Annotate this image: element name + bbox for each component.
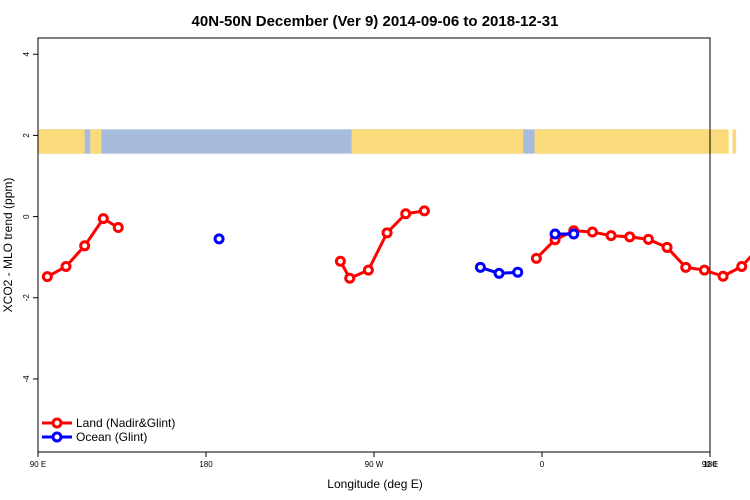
series-ocean — [213, 228, 580, 279]
series-land-point — [344, 272, 356, 284]
series-land-point — [418, 205, 430, 217]
map-land-strip — [351, 129, 524, 154]
legend: Land (Nadir&Glint) Ocean (Glint) — [42, 416, 175, 444]
series-land-point — [605, 230, 617, 242]
x-tick-label: 90 E — [30, 460, 46, 469]
map-land — [38, 129, 737, 154]
series-land-point — [334, 255, 346, 267]
series-ocean-point — [213, 233, 225, 245]
legend-entry-land: Land (Nadir&Glint) — [42, 416, 175, 430]
plot-frame — [37, 37, 711, 453]
series-land-point — [97, 213, 109, 225]
legend-ocean-label: Ocean (Glint) — [76, 430, 147, 444]
series-land-line — [535, 229, 750, 278]
legend-entry-ocean: Ocean (Glint) — [42, 430, 147, 444]
x-axis-label: Longitude (deg E) — [327, 477, 422, 491]
series-ocean-point — [474, 261, 486, 273]
x-tick-label: 90 E — [702, 460, 718, 469]
series-land-point — [112, 222, 124, 234]
y-tick-label: 2 — [22, 133, 31, 138]
series-layer — [41, 205, 750, 284]
series-ocean-point — [549, 228, 561, 240]
series-land-point — [362, 264, 374, 276]
map-land-strip — [534, 129, 729, 154]
series-land-point — [642, 233, 654, 245]
series-land-point — [736, 261, 748, 273]
y-tick-label: 0 — [22, 214, 31, 219]
legend-land-marker — [51, 417, 63, 429]
map-land-strip — [732, 129, 737, 154]
legend-ocean-marker — [51, 431, 63, 443]
series-land-point — [400, 208, 412, 220]
series-ocean-point — [493, 267, 505, 279]
y-axis-label: XCO2 - MLO trend (ppm) — [1, 178, 15, 313]
series-land-point — [530, 252, 542, 264]
series-land-point — [381, 227, 393, 239]
series-land-point — [60, 261, 72, 273]
series-land-line — [339, 209, 425, 280]
series-land-point — [680, 261, 692, 273]
x-tick-label: 180 — [199, 460, 213, 469]
series-ocean-point — [512, 266, 524, 278]
series-land-point — [661, 241, 673, 253]
series-ocean-point — [568, 228, 580, 240]
series-land-point — [79, 240, 91, 252]
x-tick-label: 0 — [540, 460, 545, 469]
series-land-point — [586, 226, 598, 238]
series-land-point — [698, 264, 710, 276]
series-land — [41, 205, 750, 284]
y-tick-label: -4 — [22, 375, 31, 383]
series-land-point — [717, 270, 729, 282]
y-axis: 4 2 0 -2 -4 — [22, 51, 38, 383]
x-tick-label: 90 W — [365, 460, 384, 469]
series-land-point — [41, 271, 53, 283]
legend-land-label: Land (Nadir&Glint) — [76, 416, 175, 430]
chart-title: 40N-50N December (Ver 9) 2014-09-06 to 2… — [192, 13, 559, 30]
x-tick-label: 180 — [703, 460, 717, 469]
y-tick-label: -2 — [22, 294, 31, 302]
map-land-strip — [38, 129, 85, 154]
map-land-strip — [90, 129, 102, 154]
world-map-band — [38, 129, 737, 154]
y-tick-label: 4 — [22, 51, 31, 56]
series-land-point — [624, 231, 636, 243]
